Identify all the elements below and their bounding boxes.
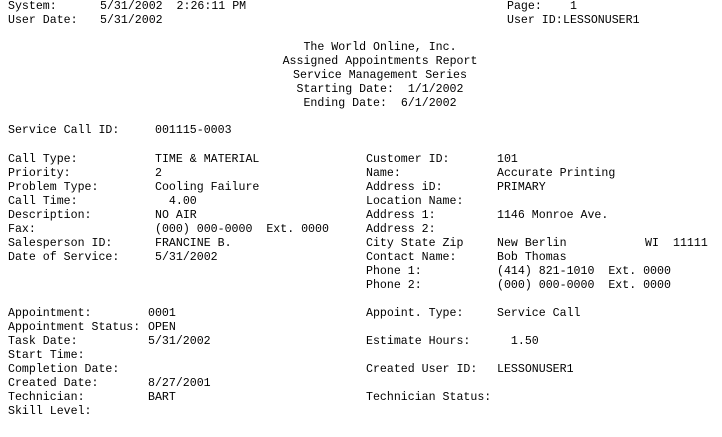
field-label: Skill Level: bbox=[8, 405, 92, 418]
ending-date: Ending Date: 6/1/2002 bbox=[303, 97, 457, 110]
field-label: Appointment: bbox=[8, 307, 92, 320]
field-label: Address iD: bbox=[366, 181, 443, 194]
field-value: (414) 821-1010 Ext. 0000 bbox=[497, 265, 671, 278]
field-value: Cooling Failure bbox=[155, 181, 260, 194]
field-label: Phone 2: bbox=[366, 279, 422, 292]
field-value: New Berlin bbox=[497, 237, 567, 250]
field-value: 101 bbox=[497, 153, 518, 166]
field-value: TIME & MATERIAL bbox=[155, 153, 260, 166]
state-value: WI bbox=[645, 237, 659, 250]
field-label: City State Zip bbox=[366, 237, 464, 250]
field-value: 5/31/2002 bbox=[148, 335, 211, 348]
page-number: 1 bbox=[570, 0, 577, 13]
field-label: Customer ID: bbox=[366, 153, 450, 166]
system-value: 5/31/2002 2:26:11 PM bbox=[100, 0, 247, 13]
field-label: Appoint. Type: bbox=[366, 307, 464, 320]
field-value: 2 bbox=[155, 167, 162, 180]
field-value: 1146 Monroe Ave. bbox=[497, 209, 609, 222]
field-label: Technician Status: bbox=[366, 391, 492, 404]
field-value: Bob Thomas bbox=[497, 251, 567, 264]
field-label: Phone 1: bbox=[366, 265, 422, 278]
field-label: Created Date: bbox=[8, 377, 99, 390]
field-value: 5/31/2002 bbox=[155, 251, 218, 264]
field-label: Created User ID: bbox=[366, 363, 478, 376]
user-date-label: User Date: bbox=[8, 14, 78, 27]
field-label: Task Date: bbox=[8, 335, 78, 348]
report-series: Service Management Series bbox=[293, 69, 467, 82]
service-call-id-value: 001115-0003 bbox=[155, 124, 232, 137]
field-value: LESSONUSER1 bbox=[497, 363, 574, 376]
field-label: Appointment Status: bbox=[8, 321, 141, 334]
field-label: Contact Name: bbox=[366, 251, 457, 264]
field-value: 8/27/2001 bbox=[148, 377, 211, 390]
report-title: Assigned Appointments Report bbox=[282, 55, 478, 68]
field-label: Completion Date: bbox=[8, 363, 120, 376]
field-label: Location Name: bbox=[366, 195, 464, 208]
field-value: PRIMARY bbox=[497, 181, 546, 194]
zip-value: 11111 bbox=[673, 237, 708, 250]
field-label: Estimate Hours: bbox=[366, 335, 471, 348]
field-label: Address 1: bbox=[366, 209, 436, 222]
field-value: (000) 000-0000 Ext. 0000 bbox=[497, 279, 671, 292]
field-value: 4.00 bbox=[155, 195, 197, 208]
page-label: Page: bbox=[507, 0, 542, 13]
system-label: System: bbox=[8, 0, 57, 13]
field-label: Date of Service: bbox=[8, 251, 120, 264]
field-value: (000) 000-0000 Ext. 0000 bbox=[155, 223, 329, 236]
field-label: Salesperson ID: bbox=[8, 237, 113, 250]
field-value: NO AIR bbox=[155, 209, 197, 222]
field-label: Start Time: bbox=[8, 349, 85, 362]
field-value: Accurate Printing bbox=[497, 167, 616, 180]
field-value: 1.50 bbox=[497, 335, 539, 348]
field-value: 0001 bbox=[148, 307, 176, 320]
field-label: Fax: bbox=[8, 223, 36, 236]
field-value: BART bbox=[148, 391, 176, 404]
field-label: Technician: bbox=[8, 391, 85, 404]
user-date-value: 5/31/2002 bbox=[100, 14, 163, 27]
field-value: OPEN bbox=[148, 321, 176, 334]
field-label: Problem Type: bbox=[8, 181, 99, 194]
field-label: Call Type: bbox=[8, 153, 78, 166]
service-call-id-label: Service Call ID: bbox=[8, 124, 120, 137]
field-label: Description: bbox=[8, 209, 92, 222]
company-name: The World Online, Inc. bbox=[303, 41, 457, 54]
field-value: Service Call bbox=[497, 307, 581, 320]
field-label: Name: bbox=[366, 167, 401, 180]
field-label: Priority: bbox=[8, 167, 71, 180]
field-label: Call Time: bbox=[8, 195, 78, 208]
field-value: FRANCINE B. bbox=[155, 237, 232, 250]
starting-date: Starting Date: 1/1/2002 bbox=[296, 83, 464, 96]
field-label: Address 2: bbox=[366, 223, 436, 236]
user-id-label: User ID: bbox=[507, 14, 563, 27]
user-id-value: LESSONUSER1 bbox=[563, 14, 640, 27]
